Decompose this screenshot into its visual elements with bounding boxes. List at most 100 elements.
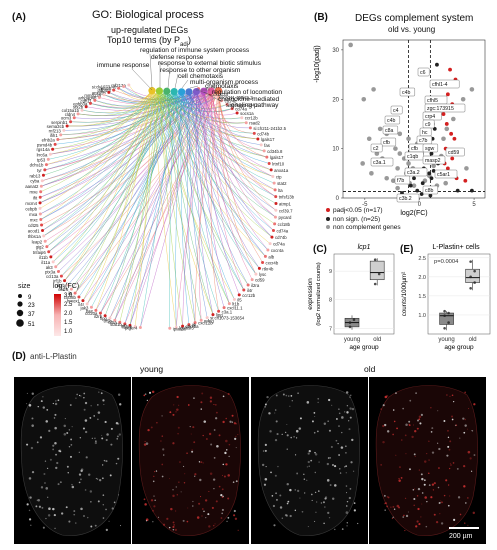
size-legend-dot: [16, 319, 24, 327]
cell-signal: [287, 395, 290, 397]
young-micrograph-overlay: [132, 377, 249, 544]
term-node: [215, 87, 223, 95]
cell-signal: [28, 404, 32, 407]
cell-signal: [182, 519, 185, 522]
cell-signal: [221, 474, 223, 476]
cell-signal: [63, 433, 67, 436]
gene-label: ifih1: [50, 133, 58, 138]
cell-signal: [53, 513, 56, 517]
volcano-point: [445, 166, 450, 171]
box-point: [473, 269, 476, 273]
cell-signal: [308, 449, 311, 453]
cell-signal: [84, 489, 87, 491]
volcano-point: [395, 166, 400, 171]
gene-label: cyba: [30, 179, 40, 184]
size-legend-value: 9: [28, 295, 32, 301]
gene-node: [41, 173, 45, 177]
cell-signal: [224, 451, 227, 455]
cell-signal: [143, 394, 146, 397]
volcano-point: [444, 126, 450, 132]
cell-signal: [382, 424, 385, 428]
gene-label: cxcr4a: [271, 248, 284, 253]
cell-signal: [471, 430, 473, 432]
cell-signal: [391, 517, 394, 520]
cell-signal: [55, 400, 57, 402]
y-axis-title: -log10(padj): [314, 45, 321, 82]
cell-signal: [314, 415, 316, 417]
box-point: [377, 272, 381, 276]
gene-node: [254, 272, 258, 276]
cell-signal: [69, 404, 72, 407]
cell-signal: [346, 411, 349, 414]
gene-node: [266, 248, 270, 252]
size-legend: 9 23 37 51: [16, 294, 35, 328]
cell-signal: [345, 465, 348, 467]
cell-signal: [382, 404, 385, 407]
cell-signal: [156, 422, 158, 424]
term-leader: [167, 66, 171, 89]
gene-label-box: [384, 115, 401, 125]
cell-signal: [186, 520, 189, 523]
cell-signal: [90, 500, 92, 503]
network-edge: [196, 91, 266, 257]
cell-signal: [220, 517, 223, 519]
cell-signal: [416, 427, 419, 430]
cell-signal: [47, 514, 51, 517]
gene-node: [39, 218, 43, 222]
cell-signal: [281, 433, 283, 435]
cell-signal: [328, 429, 332, 432]
panel-a-title: GO: Biological process: [92, 9, 204, 21]
gene-label-box: [380, 137, 397, 147]
cell-signal: [64, 418, 66, 420]
gene-node: [227, 302, 231, 306]
cell-signal: [306, 401, 310, 404]
cell-signal: [63, 424, 67, 428]
gene-label: rnf213: [49, 128, 62, 133]
cell-signal: [349, 407, 352, 410]
gene-label: il1rb: [57, 283, 66, 288]
cell-signal: [26, 392, 28, 394]
cell-signal: [209, 396, 213, 399]
cell-signal: [430, 496, 433, 499]
cell-signal: [346, 500, 349, 503]
gene-label: c4b: [402, 90, 410, 96]
gene-node: [117, 86, 121, 90]
gene-node: [168, 326, 172, 330]
volcano-point: [441, 136, 446, 142]
volcano-point: [374, 151, 380, 156]
network-edge: [53, 90, 153, 263]
volcano-plot: c6cfhl1-4c4bcfhl5zgc:173915crp4c9hcc7bcf…: [314, 39, 486, 217]
gene-node: [38, 212, 42, 216]
gene-label: mxe: [30, 190, 39, 195]
cell-signal: [144, 503, 147, 506]
cell-signal: [221, 512, 224, 515]
cell-signal: [348, 420, 350, 422]
cell-signal: [106, 433, 109, 436]
volcano-point: [369, 171, 374, 176]
cell-signal: [215, 417, 218, 420]
cell-signal: [202, 434, 204, 437]
cell-signal: [324, 506, 326, 508]
cell-signal: [265, 466, 267, 468]
cell-signal: [392, 516, 394, 518]
network-edge: [210, 90, 273, 177]
network-edge: [40, 90, 153, 220]
cell-signal: [89, 416, 92, 419]
gene-node: [257, 266, 261, 270]
cell-signal: [463, 485, 466, 488]
gene-label: cd59: [255, 278, 265, 283]
network-edge: [46, 90, 153, 165]
gene-label: alb: [268, 254, 274, 259]
gene-node: [66, 283, 70, 287]
cell-signal: [216, 444, 219, 448]
gene-node: [94, 308, 98, 312]
volcano-point: [448, 67, 452, 72]
cell-signal: [160, 440, 162, 442]
cell-signal: [437, 486, 440, 489]
gene-node: [112, 88, 116, 92]
volcano-point: [361, 96, 367, 102]
cell-signal: [331, 497, 335, 501]
panel-b-title: DEGs complement system: [355, 13, 474, 24]
gene-node: [274, 201, 278, 205]
cell-signal: [98, 391, 100, 393]
